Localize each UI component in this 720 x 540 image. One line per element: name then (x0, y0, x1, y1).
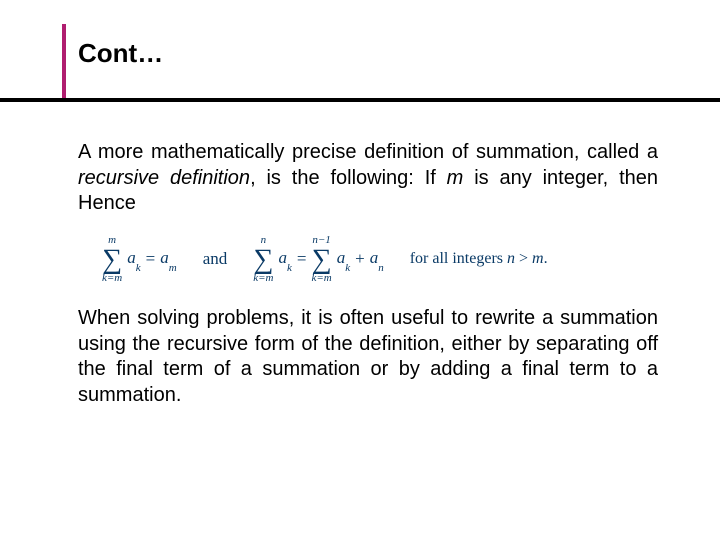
formula-lhs-2: n ∑ k=m ak = n−1 ∑ k=m ak + an (253, 235, 383, 284)
sigma-3-lower: k=m (311, 273, 331, 284)
accent-horizontal-rule (0, 98, 720, 102)
sigma-symbol-icon: ∑ (102, 247, 122, 272)
sigma-symbol-icon: ∑ (253, 247, 273, 272)
p1-pre: A more mathematically precise definition… (78, 141, 658, 163)
sigma-2: n ∑ k=m (253, 235, 273, 284)
plus-term: an (370, 248, 384, 270)
slide-body: A more mathematically precise definition… (78, 140, 658, 426)
s3-base: a (337, 248, 346, 267)
formula-row: m ∑ k=m ak = am and n ∑ k=m ak = n−1 (102, 235, 658, 284)
sigma-1-lower: k=m (102, 273, 122, 284)
sigma-3-body: ak (337, 248, 350, 270)
title-area: Cont… (78, 38, 678, 69)
pt-sub: n (378, 262, 384, 274)
sigma-2-lower: k=m (253, 273, 273, 284)
rhs-1: am (160, 248, 176, 270)
joiner-and: and (203, 249, 228, 269)
sigma-1-body: ak (127, 248, 140, 270)
equals-2: = (297, 249, 307, 269)
slide: Cont… A more mathematically precise defi… (0, 0, 720, 540)
slide-title: Cont… (78, 38, 678, 69)
paragraph-2: When solving problems, it is often usefu… (78, 306, 658, 408)
trail-period: . (544, 250, 548, 267)
p1-var: m (447, 167, 464, 189)
rhs1-sub: m (169, 262, 177, 274)
s1-base: a (127, 248, 136, 267)
trail-pre: for all integers (410, 250, 507, 267)
sigma-symbol-icon: ∑ (312, 247, 332, 272)
formula-trailing: for all integers n > m. (410, 250, 548, 268)
trail-rel: > (515, 250, 532, 267)
s2-base: a (278, 248, 287, 267)
paragraph-1: A more mathematically precise definition… (78, 140, 658, 217)
formula-lhs-1: m ∑ k=m ak = am (102, 235, 177, 284)
sigma-3: n−1 ∑ k=m (311, 235, 331, 284)
trail-rhs: m (532, 250, 544, 267)
s1-sub: k (136, 262, 141, 274)
sigma-1: m ∑ k=m (102, 235, 122, 284)
plus: + (355, 249, 365, 269)
accent-vertical-bar (62, 24, 66, 102)
equals-1: = (146, 249, 156, 269)
p1-mid: , is the following: If (250, 167, 447, 189)
trail-var: n (507, 250, 515, 267)
sigma-2-body: ak (278, 248, 291, 270)
s3-sub: k (345, 262, 350, 274)
pt-base: a (370, 248, 379, 267)
s2-sub: k (287, 262, 292, 274)
p1-em: recursive definition (78, 167, 250, 189)
rhs1-base: a (160, 248, 169, 267)
